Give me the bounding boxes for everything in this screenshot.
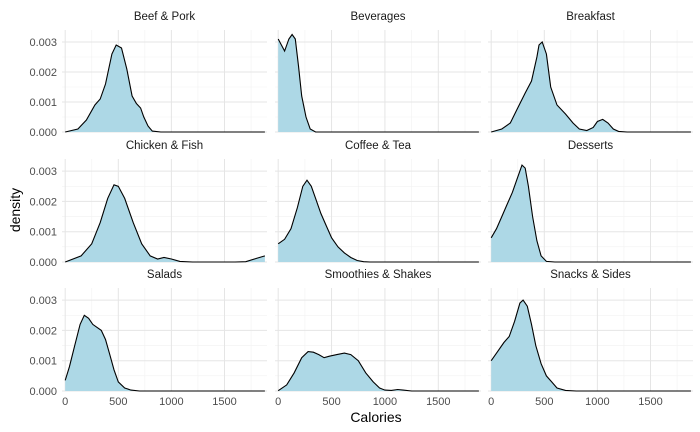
panel-1: Beef & Pork 0.000 0.001 0.002 0.003 bbox=[29, 11, 267, 139]
x-tick-label: 500 bbox=[322, 396, 340, 408]
panel-8: Smoothies & Shakes 0 500 1000 1500 bbox=[275, 269, 481, 408]
density-area bbox=[65, 184, 265, 262]
y-tick-label: 0.002 bbox=[29, 67, 57, 79]
density-area bbox=[491, 300, 691, 391]
panel-strip-label: Beverages bbox=[351, 11, 406, 23]
density-area bbox=[278, 351, 479, 391]
panel-strip-label: Salads bbox=[147, 269, 182, 281]
density-area bbox=[65, 45, 265, 132]
panel-2: Beverages bbox=[275, 11, 481, 133]
x-tick-label: 500 bbox=[535, 396, 553, 408]
y-axis-title: density bbox=[7, 188, 23, 232]
panel-strip-label: Desserts bbox=[568, 140, 614, 152]
x-tick-label: 1000 bbox=[373, 396, 397, 408]
y-tick-label: 0.001 bbox=[29, 356, 57, 368]
y-tick-label: 0.003 bbox=[29, 295, 57, 307]
density-line bbox=[65, 44, 265, 133]
panel-strip-label: Coffee & Tea bbox=[345, 140, 412, 152]
density-line bbox=[277, 351, 479, 392]
x-tick-label: 500 bbox=[109, 396, 127, 408]
y-tick-label: 0.002 bbox=[29, 325, 57, 337]
y-tick-label: 0.000 bbox=[29, 386, 57, 398]
y-tick-label: 0.000 bbox=[29, 127, 57, 139]
panel-5: Coffee & Tea bbox=[275, 140, 481, 263]
y-tick-label: 0.003 bbox=[29, 166, 57, 178]
x-tick-label: 0 bbox=[275, 396, 281, 408]
density-area bbox=[65, 315, 265, 391]
y-tick-label: 0.001 bbox=[29, 97, 57, 109]
x-tick-label: 1000 bbox=[159, 396, 183, 408]
panel-4: Chicken & Fish 0.000 0.001 0.002 0.003 bbox=[29, 140, 267, 269]
x-tick-label: 1000 bbox=[585, 396, 609, 408]
panel-3: Breakfast bbox=[488, 11, 693, 133]
density-area bbox=[278, 34, 479, 132]
density-line bbox=[65, 184, 266, 263]
density-area bbox=[491, 42, 691, 132]
density-line bbox=[491, 41, 691, 133]
y-tick-label: 0.000 bbox=[29, 257, 57, 269]
panels-layer: Beef & Pork 0.000 0.001 0.002 0.003 Beverages… bbox=[29, 11, 693, 408]
y-tick-label: 0.003 bbox=[29, 37, 57, 49]
panel-strip-label: Beef & Pork bbox=[134, 11, 196, 23]
x-tick-label: 1500 bbox=[212, 396, 236, 408]
y-tick-label: 0.002 bbox=[29, 196, 57, 208]
density-area bbox=[278, 180, 479, 262]
x-tick-label: 0 bbox=[488, 396, 494, 408]
x-tick-label: 1500 bbox=[638, 396, 662, 408]
panel-9: Snacks & Sides 0 500 1000 1500 bbox=[488, 269, 693, 408]
panel-7: Salads 0.000 0.001 0.002 0.003 0 500 1000 1500 bbox=[29, 269, 267, 408]
x-tick-label: 0 bbox=[62, 396, 68, 408]
density-line bbox=[490, 164, 691, 263]
panel-strip-label: Chicken & Fish bbox=[126, 140, 203, 152]
x-tick-label: 1500 bbox=[426, 396, 450, 408]
panel-strip-label: Breakfast bbox=[566, 11, 615, 23]
density-line bbox=[490, 299, 691, 392]
density-line bbox=[277, 33, 479, 133]
x-axis-title: Calories bbox=[350, 409, 401, 425]
panel-6: Desserts bbox=[488, 140, 693, 263]
density-area bbox=[491, 165, 691, 262]
density-line bbox=[64, 314, 265, 392]
panel-strip-label: Smoothies & Shakes bbox=[325, 269, 432, 281]
panel-strip-label: Snacks & Sides bbox=[550, 269, 631, 281]
y-tick-label: 0.001 bbox=[29, 227, 57, 239]
density-line bbox=[277, 179, 479, 263]
